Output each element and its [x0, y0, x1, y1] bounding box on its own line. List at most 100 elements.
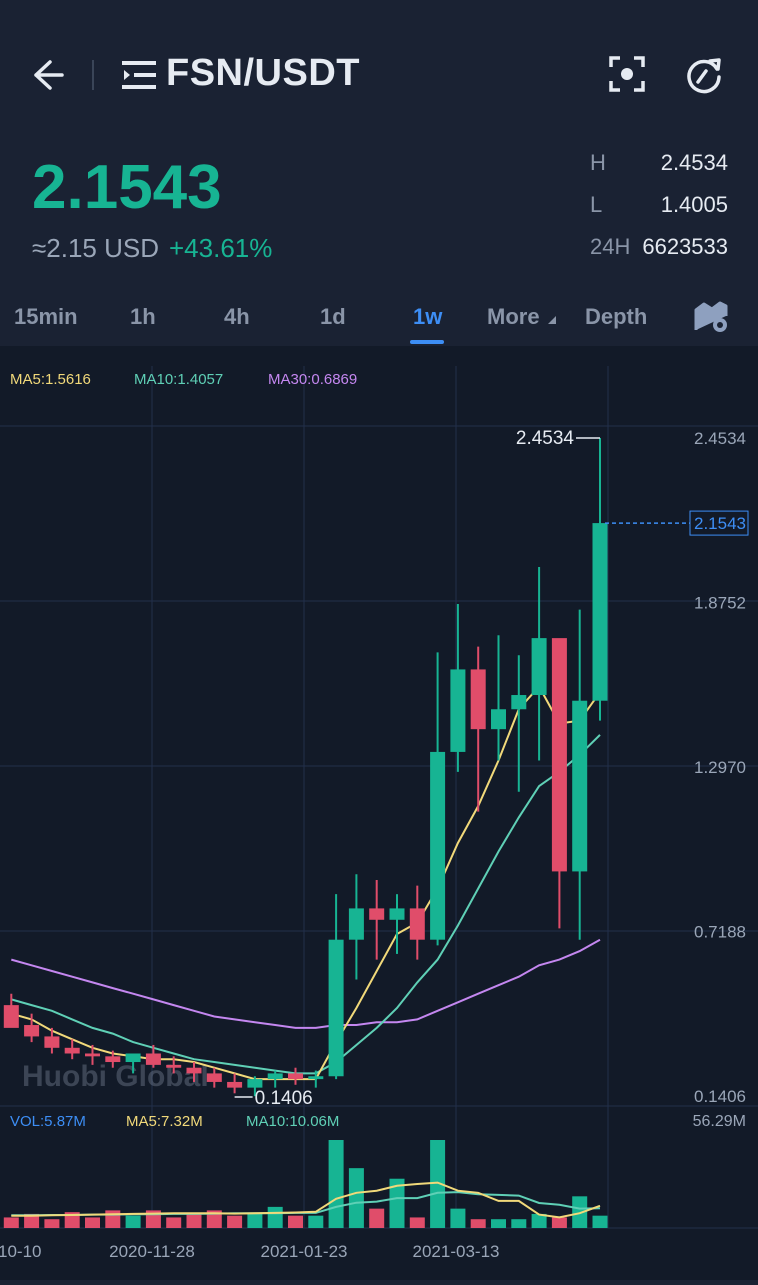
tab-more-label: More — [487, 304, 540, 329]
candle-body-2 — [44, 1036, 60, 1048]
vol-ma5-legend: MA5:7.32M — [126, 1113, 203, 1130]
candle-body-18 — [369, 908, 385, 920]
volume-bar-11 — [227, 1215, 243, 1228]
volume-ma5-line — [11, 1181, 601, 1219]
candle-body-20 — [409, 908, 425, 940]
tab-more[interactable]: More — [487, 304, 556, 330]
volume-bar-20 — [409, 1217, 425, 1228]
high-value: 2.4534 — [660, 150, 728, 175]
x-tick-0: 10-10 — [0, 1242, 41, 1261]
ma5-legend: MA5:1.5616 — [10, 371, 91, 388]
candle-body-4 — [85, 1053, 100, 1057]
price-change: +43.61% — [169, 233, 273, 263]
volume-bar-24 — [491, 1219, 506, 1228]
candle-body-15 — [308, 1076, 324, 1080]
low-label: L — [590, 192, 603, 217]
candle-body-0 — [3, 1005, 19, 1028]
volume-bar-4 — [85, 1217, 100, 1228]
price-tick-2: 1.2970 — [694, 758, 746, 777]
chart-settings-icon[interactable] — [694, 300, 730, 334]
current-price-box — [689, 510, 749, 536]
volume-bar-12 — [247, 1213, 263, 1228]
candle-body-22 — [450, 669, 466, 752]
volume-bar-27 — [551, 1217, 567, 1228]
volume-bar-22 — [450, 1208, 466, 1228]
vol-ma10-legend: MA10:10.06M — [246, 1113, 339, 1130]
volume-bar-10 — [206, 1210, 222, 1228]
volume-24h-value: 6623533 — [642, 234, 728, 259]
candle-body-23 — [470, 669, 486, 730]
refresh-icon[interactable] — [684, 55, 724, 95]
ma10-line — [11, 734, 601, 1075]
volume-bar-1 — [24, 1213, 40, 1228]
volume-bar-3 — [64, 1212, 80, 1228]
x-tick-2: 2021-01-23 — [261, 1242, 348, 1261]
time-axis-ticks: 10-10 2020-11-28 2021-01-23 2021-03-13 — [0, 1242, 499, 1261]
volume-bar-21 — [430, 1140, 446, 1228]
volume-bar-9 — [186, 1213, 202, 1228]
price-tick-0: 2.4534 — [694, 429, 746, 448]
price-tick-4: 0.1406 — [694, 1087, 746, 1106]
max-price-label: 2.4534 — [516, 428, 575, 449]
volume-ma-lines — [11, 1181, 601, 1219]
candle-body-16 — [328, 939, 344, 1077]
volume-24h-label: 24H — [590, 234, 631, 259]
tab-1d[interactable]: 1d — [320, 304, 346, 329]
candle-body-29 — [592, 523, 608, 701]
candle-body-10 — [206, 1073, 222, 1082]
min-price-label: 0.1406 — [255, 1088, 313, 1109]
candle-body-17 — [348, 908, 364, 940]
candle-body-8 — [166, 1064, 182, 1068]
candlestick-chart[interactable]: MA5:1.5616 MA10:1.4057 MA30:0.6869 Huobi… — [0, 346, 758, 1280]
high-stat: H 2.4534 — [590, 150, 728, 176]
scan-icon[interactable] — [608, 55, 646, 93]
volume-bar-5 — [105, 1210, 121, 1228]
candle-body-26 — [531, 638, 547, 696]
menu-list-icon[interactable] — [122, 60, 156, 90]
price-tick-3: 0.7188 — [694, 923, 746, 942]
candle-body-27 — [551, 638, 567, 872]
candle-body-9 — [186, 1067, 202, 1074]
tab-1h[interactable]: 1h — [130, 304, 156, 329]
current-price-label: 2.1543 — [694, 514, 746, 533]
vol-max-label: 56.29M — [693, 1113, 746, 1130]
price-axis-ticks: 2.4534 1.8752 1.2970 0.7188 0.1406 — [694, 429, 746, 1106]
interval-tabs: 15min 1h 4h 1d 1w More Depth — [0, 290, 758, 346]
low-value: 1.4005 — [660, 192, 728, 217]
volume-bar-23 — [470, 1219, 486, 1228]
high-label: H — [590, 150, 606, 175]
trading-pair-title[interactable]: FSN/USDT — [166, 52, 360, 94]
vol-legend: VOL:5.87M — [10, 1113, 86, 1130]
top-bar: FSN/USDT — [0, 0, 758, 140]
tab-1w[interactable]: 1w — [413, 304, 443, 329]
candle-body-12 — [247, 1079, 263, 1088]
volume-bar-18 — [369, 1208, 385, 1228]
active-tab-underline — [410, 340, 444, 344]
candlestick-chart-panel[interactable]: MA5:1.5616 MA10:1.4057 MA30:0.6869 Huobi… — [0, 346, 758, 1280]
volume-bar-6 — [125, 1215, 141, 1228]
candle-body-11 — [227, 1081, 243, 1088]
volume-bar-25 — [511, 1219, 527, 1228]
candle-body-1 — [24, 1025, 40, 1037]
volume-bar-29 — [592, 1215, 608, 1228]
tab-depth[interactable]: Depth — [585, 304, 648, 329]
header-divider — [92, 60, 94, 90]
tab-15min[interactable]: 15min — [14, 304, 78, 329]
candle-body-28 — [572, 700, 588, 872]
ma10-legend: MA10:1.4057 — [134, 371, 223, 388]
dropdown-triangle-icon — [547, 316, 556, 324]
back-arrow-icon[interactable] — [28, 56, 66, 94]
volume-legend: VOL:5.87M MA5:7.32M MA10:10.06M 56.29M — [10, 1113, 746, 1130]
moving-average-lines — [11, 684, 601, 1081]
candle-body-7 — [145, 1053, 161, 1065]
ma30-legend: MA30:0.6869 — [268, 371, 357, 388]
volume-bar-19 — [389, 1178, 405, 1228]
tab-4h[interactable]: 4h — [224, 304, 250, 329]
volume-bar-15 — [308, 1215, 324, 1228]
volume-bar-13 — [267, 1206, 283, 1228]
volume-bar-26 — [531, 1213, 547, 1228]
candle-body-3 — [64, 1047, 80, 1054]
price-sub: ≈2.15 USD +43.61% — [32, 233, 272, 264]
ma30-line — [11, 938, 601, 1029]
chart-annotations: 2.1543 2.4534 0.1406 — [234, 428, 749, 1109]
